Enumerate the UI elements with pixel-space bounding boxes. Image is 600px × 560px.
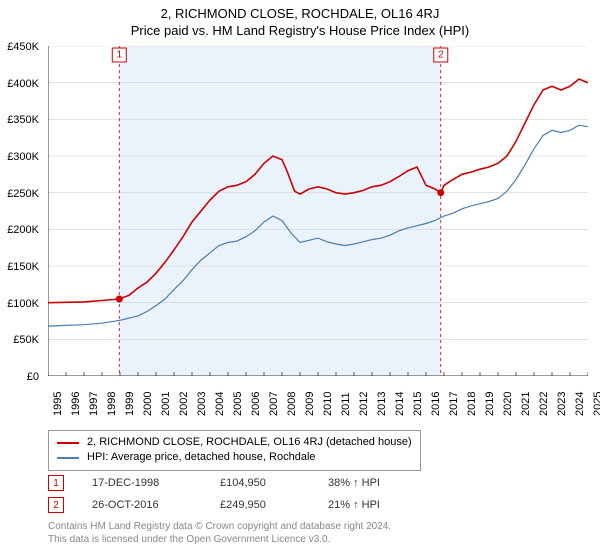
x-tick-label: 2015 xyxy=(412,392,424,416)
legend-item: HPI: Average price, detached house, Roch… xyxy=(57,450,412,465)
chart-subtitle: Price paid vs. HM Land Registry's House … xyxy=(0,23,600,38)
x-tick-label: 2021 xyxy=(520,392,532,416)
x-tick-label: 2025 xyxy=(592,392,600,416)
x-tick-label: 2009 xyxy=(304,392,316,416)
svg-text:1: 1 xyxy=(116,50,122,61)
y-tick-label: £400K xyxy=(0,79,39,90)
x-tick-label: 2023 xyxy=(556,392,568,416)
y-tick-label: £150K xyxy=(0,262,39,273)
x-tick-label: 1999 xyxy=(124,392,136,416)
x-tick-label: 2002 xyxy=(178,392,190,416)
y-tick-label: £100K xyxy=(0,299,39,310)
y-tick-label: £250K xyxy=(0,189,39,200)
x-tick-label: 2003 xyxy=(196,392,208,416)
x-tick-label: 2012 xyxy=(358,392,370,416)
footnote-line-2: This data is licensed under the Open Gov… xyxy=(48,533,391,546)
x-tick-label: 2001 xyxy=(160,392,172,416)
sales-table: 1 17-DEC-1998 £104,950 38% ↑ HPI 2 26-OCT-201… xyxy=(48,472,428,516)
x-tick-label: 2005 xyxy=(232,392,244,416)
legend-item: 2, RICHMOND CLOSE, ROCHDALE, OL16 4RJ (d… xyxy=(57,435,412,450)
svg-text:2: 2 xyxy=(438,50,444,61)
x-tick-label: 1997 xyxy=(88,392,100,416)
sale-row: 1 17-DEC-1998 £104,950 38% ↑ HPI xyxy=(48,472,428,494)
x-tick-label: 1996 xyxy=(70,392,82,416)
sale-price: £104,950 xyxy=(220,477,300,489)
x-tick-label: 2016 xyxy=(430,392,442,416)
x-tick-label: 2004 xyxy=(214,392,226,416)
chart-container: 2, RICHMOND CLOSE, ROCHDALE, OL16 4RJ Pr… xyxy=(0,0,600,560)
sale-hpi: 21% ↑ HPI xyxy=(328,499,428,511)
x-tick-label: 2019 xyxy=(484,392,496,416)
sale-hpi: 38% ↑ HPI xyxy=(328,477,428,489)
y-tick-label: £0 xyxy=(0,372,39,383)
sale-date: 26-OCT-2016 xyxy=(92,499,192,511)
x-tick-label: 2000 xyxy=(142,392,154,416)
x-tick-label: 2007 xyxy=(268,392,280,416)
legend-box: 2, RICHMOND CLOSE, ROCHDALE, OL16 4RJ (d… xyxy=(48,430,421,471)
legend-swatch xyxy=(57,457,79,459)
y-tick-label: £200K xyxy=(0,225,39,236)
title-block: 2, RICHMOND CLOSE, ROCHDALE, OL16 4RJ Pr… xyxy=(0,0,600,38)
sale-row: 2 26-OCT-2016 £249,950 21% ↑ HPI xyxy=(48,494,428,516)
x-tick-label: 2017 xyxy=(448,392,460,416)
x-tick-label: 2022 xyxy=(538,392,550,416)
legend-label: 2, RICHMOND CLOSE, ROCHDALE, OL16 4RJ (d… xyxy=(87,435,412,450)
legend: 2, RICHMOND CLOSE, ROCHDALE, OL16 4RJ (d… xyxy=(48,430,588,471)
x-tick-label: 2014 xyxy=(394,392,406,416)
chart-title: 2, RICHMOND CLOSE, ROCHDALE, OL16 4RJ xyxy=(0,6,600,21)
x-tick-label: 2008 xyxy=(286,392,298,416)
x-axis-labels: 1995 1996 1997 1998 1999 2000 2001 2002 2003 2004… xyxy=(48,386,588,426)
footnote: Contains HM Land Registry data © Crown c… xyxy=(48,520,391,546)
x-tick-label: 2013 xyxy=(376,392,388,416)
legend-swatch xyxy=(57,442,79,444)
x-tick-label: 2010 xyxy=(322,392,334,416)
y-tick-label: £450K xyxy=(0,42,39,53)
sale-date: 17-DEC-1998 xyxy=(92,477,192,489)
sale-marker: 1 xyxy=(48,475,64,491)
x-tick-label: 2006 xyxy=(250,392,262,416)
footnote-line-1: Contains HM Land Registry data © Crown c… xyxy=(48,520,391,533)
sale-marker: 2 xyxy=(48,497,64,513)
y-tick-label: £300K xyxy=(0,152,39,163)
y-tick-label: £350K xyxy=(0,115,39,126)
x-tick-label: 1995 xyxy=(52,392,64,416)
x-tick-label: 2020 xyxy=(502,392,514,416)
chart-svg: 12 xyxy=(48,46,588,376)
y-axis-labels: £0£50K£100K£150K£200K£250K£300K£350K£400… xyxy=(0,48,44,378)
sale-price: £249,950 xyxy=(220,499,300,511)
legend-label: HPI: Average price, detached house, Roch… xyxy=(87,450,316,465)
x-tick-label: 1998 xyxy=(106,392,118,416)
y-tick-label: £50K xyxy=(0,335,39,346)
chart-plot: 12 xyxy=(48,46,588,376)
x-tick-label: 2024 xyxy=(574,392,586,416)
x-tick-label: 2018 xyxy=(466,392,478,416)
x-tick-label: 2011 xyxy=(340,392,352,416)
